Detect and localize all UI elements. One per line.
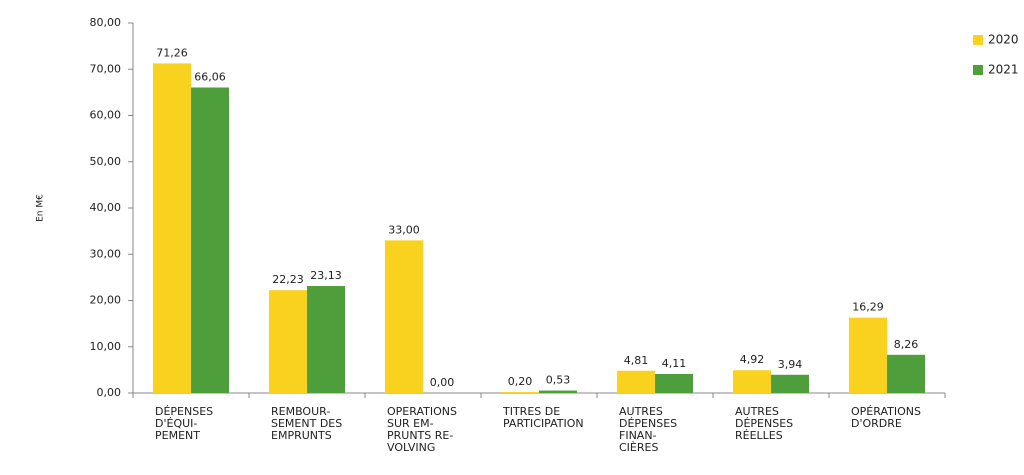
value-label: 0,53 [546,374,571,387]
bar [887,354,925,393]
y-axis-label: En M€ [36,194,46,222]
x-tick-label: PEMENT [155,429,200,442]
value-label: 4,81 [624,354,649,367]
x-tick-label: DÉPENSES [155,405,213,418]
value-label: 33,00 [388,223,420,236]
bar [539,390,577,393]
x-tick-label: AUTRES [619,405,663,418]
bar [385,240,423,393]
bar [307,286,345,393]
bar [771,374,809,393]
value-label: 8,26 [894,338,919,351]
x-tick-label: OPERATIONS [387,405,457,418]
x-tick-label: DÉPENSES [619,417,677,430]
value-label: 71,26 [156,46,188,59]
value-label: 3,94 [778,358,803,371]
bar [849,317,887,393]
value-label: 0,00 [430,376,455,389]
x-tick-label: EMPRUNTS [271,429,332,442]
y-tick-label: 50,00 [90,155,122,168]
x-tick-label: DÉPENSES [735,417,793,430]
value-label: 16,29 [852,301,884,314]
y-tick-label: 20,00 [90,294,122,307]
y-tick-label: 80,00 [90,16,122,29]
value-label: 0,20 [508,375,533,388]
legend-swatch [973,35,983,45]
x-tick-label: PRUNTS RE- [387,429,453,442]
x-tick-label: AUTRES [735,405,779,418]
value-label: 4,92 [740,353,765,366]
y-tick-label: 40,00 [90,201,122,214]
y-tick-label: 30,00 [90,247,122,260]
y-tick-label: 0,00 [97,386,122,399]
bar [617,370,655,393]
x-tick-label: VOLVING [387,441,435,454]
x-tick-label: RÉELLES [735,429,783,442]
legend-swatch [973,65,983,75]
legend-label: 2021 [988,63,1019,77]
value-label: 66,06 [194,70,226,83]
x-tick-label: SEMENT DES [271,417,342,430]
bar [501,392,539,393]
x-tick-label: D'ORDRE [851,417,902,430]
x-tick-label: PARTICIPATION [503,417,584,430]
x-tick-label: OPÉRATIONS [851,405,921,418]
legend-label: 2020 [988,33,1019,47]
bar [655,373,693,393]
x-tick-label: REMBOUR- [271,405,330,418]
value-label: 22,23 [272,273,304,286]
y-tick-label: 70,00 [90,62,122,75]
bar [733,370,771,393]
x-tick-label: SUR EM- [387,417,434,430]
value-label: 23,13 [310,269,342,282]
y-tick-label: 10,00 [90,340,122,353]
x-tick-label: TITRES DE [502,405,560,418]
bar [191,87,229,393]
bar [269,290,307,393]
bar [153,63,191,394]
x-tick-label: D'ÉQUI- [155,417,197,430]
value-label: 4,11 [662,357,687,370]
y-tick-label: 60,00 [90,109,122,122]
x-tick-label: CIÈRES [619,441,658,454]
x-tick-label: FINAN- [619,429,657,442]
